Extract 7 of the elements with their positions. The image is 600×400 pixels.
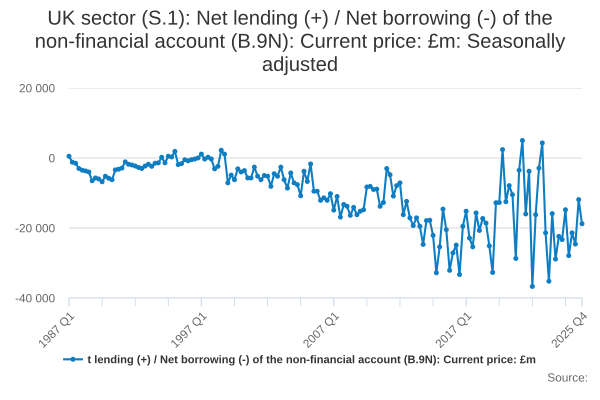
- y-tick-label: -20 000: [16, 224, 55, 232]
- legend-label: t lending (+) / Net borrowing (-) of the non-financial account (B.9N): Current price: £m: [88, 355, 536, 366]
- y-tick-label: 0: [49, 154, 55, 162]
- chart-title: UK sector (S.1): Net lending (+) / Net borrowing (-) of the non-financial account (B.9N): Current price: £m: Seasonally adjusted: [36, 10, 566, 76]
- y-tick-label: -40 000: [16, 294, 55, 302]
- source-note: Source:: [548, 373, 587, 382]
- y-tick-label: 20 000: [20, 84, 55, 92]
